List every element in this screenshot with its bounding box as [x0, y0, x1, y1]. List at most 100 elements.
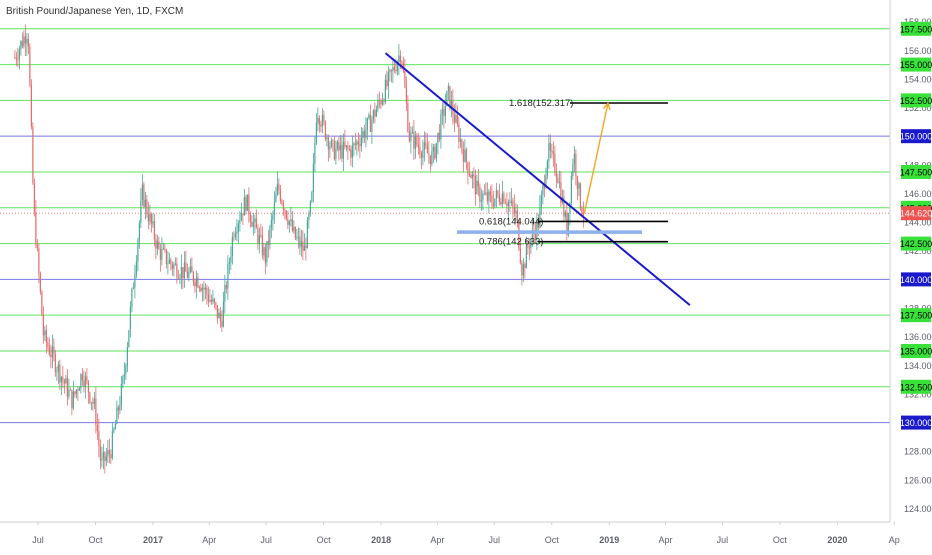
- candle-body: [336, 142, 338, 149]
- candle-body: [558, 181, 560, 183]
- candle-body: [536, 219, 538, 239]
- candle-body: [429, 155, 431, 165]
- candle-body: [359, 144, 361, 147]
- candle-body: [26, 38, 28, 44]
- candle-body: [230, 256, 232, 263]
- candle-body: [464, 149, 466, 162]
- candle-body: [404, 70, 406, 88]
- candle-body: [312, 163, 314, 193]
- candle-body: [513, 206, 515, 213]
- candle-body: [39, 273, 41, 292]
- level-price-label: 135.000: [900, 346, 932, 356]
- candle-body: [449, 85, 451, 109]
- candle-body: [51, 346, 53, 358]
- candle-body: [279, 189, 281, 201]
- candle-body: [567, 212, 569, 235]
- candle-body: [216, 305, 218, 319]
- time-tick-label: Apr: [658, 535, 672, 545]
- candle-body: [44, 330, 46, 336]
- candle-body: [270, 220, 272, 228]
- candle-body: [267, 241, 269, 246]
- candle-body: [383, 100, 385, 102]
- candle-body: [419, 146, 421, 154]
- candle-body: [297, 236, 299, 238]
- candle-body: [107, 450, 109, 457]
- candle-body: [63, 380, 65, 384]
- candle-body: [510, 200, 512, 203]
- candle-body: [408, 131, 410, 142]
- candle-body: [167, 263, 169, 265]
- candle-body: [302, 241, 304, 251]
- candle-body: [381, 100, 383, 105]
- candle-body: [191, 266, 193, 273]
- candle-body: [461, 139, 463, 149]
- last-price-label-bg: [901, 206, 931, 221]
- candle-body: [194, 281, 196, 287]
- candle-body: [480, 200, 482, 202]
- candle-body: [377, 100, 379, 110]
- candle-body: [366, 117, 368, 130]
- candle-body: [197, 277, 199, 288]
- candle-body: [54, 354, 56, 373]
- candle-body: [269, 227, 271, 246]
- candle-body: [489, 191, 491, 196]
- level-price-label: 140.000: [900, 275, 932, 285]
- candle-body: [395, 70, 397, 72]
- candle-body: [27, 38, 29, 47]
- candle-body: [209, 300, 211, 302]
- candle-body: [375, 109, 377, 117]
- candle-body: [57, 364, 59, 372]
- candle-body: [77, 389, 79, 391]
- candle-body: [195, 277, 197, 287]
- candle-body: [248, 194, 250, 215]
- candle-body: [276, 184, 278, 195]
- candle-body: [305, 245, 307, 248]
- last-price-label: 144.620: [900, 209, 932, 219]
- candle-body: [497, 190, 499, 195]
- candle-body: [162, 248, 164, 250]
- candle-body: [512, 200, 514, 207]
- candle-body: [549, 142, 551, 151]
- candle-body: [66, 378, 68, 397]
- candle-body: [102, 452, 104, 459]
- candle-body: [288, 221, 290, 225]
- candle-body: [210, 300, 212, 302]
- candle-body: [17, 59, 19, 61]
- level-price-label-bg: [901, 164, 931, 179]
- candle-body: [41, 291, 43, 316]
- candle-body: [473, 174, 475, 177]
- candle-body: [233, 236, 235, 238]
- price-tick-label: 132.000: [904, 389, 932, 399]
- candle-body: [180, 267, 182, 278]
- candle-body: [273, 202, 275, 215]
- price-tick-label: 126.000: [904, 475, 932, 485]
- candle-body: [92, 402, 94, 404]
- candle-body: [576, 176, 578, 189]
- candle-body: [303, 245, 305, 251]
- time-tick-label: Jul: [488, 535, 500, 545]
- candle-body: [575, 153, 577, 177]
- candle-body: [437, 132, 439, 143]
- candle-body: [339, 145, 341, 151]
- level-price-label-bg: [901, 236, 931, 251]
- candle-body: [140, 200, 142, 224]
- candle-body: [111, 431, 113, 459]
- fib-level-label: 0.618(144.044): [479, 216, 543, 227]
- candle-body: [221, 320, 223, 327]
- price-tick-label: 146.000: [904, 189, 932, 199]
- candle-body: [239, 220, 241, 224]
- candle-body: [563, 197, 565, 217]
- candle-body: [131, 288, 133, 308]
- candle-body: [494, 198, 496, 207]
- candle-body: [156, 241, 158, 249]
- candle-body: [542, 184, 544, 196]
- candle-body: [435, 142, 437, 159]
- candle-body: [192, 272, 194, 282]
- candle-body: [60, 377, 62, 383]
- candle-body: [120, 383, 122, 406]
- candle-body: [476, 180, 478, 195]
- candle-body: [345, 145, 347, 147]
- candle-body: [141, 184, 143, 201]
